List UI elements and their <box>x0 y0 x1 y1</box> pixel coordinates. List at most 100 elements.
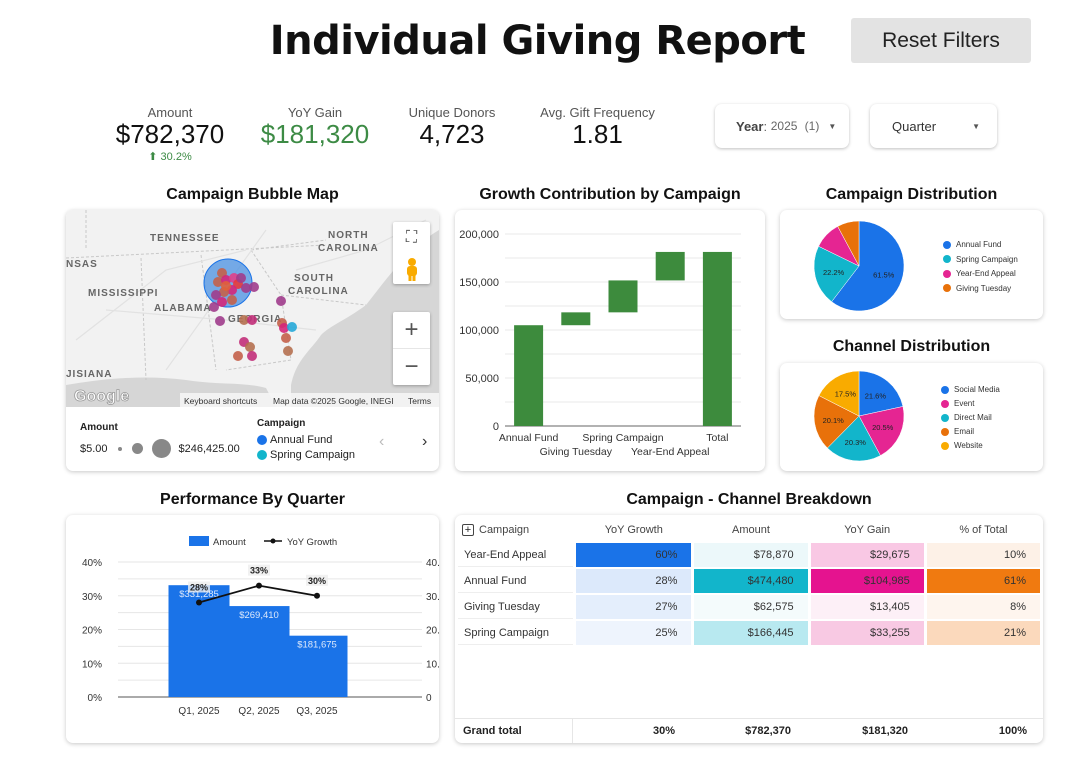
table-row[interactable]: Spring Campaign 25% $166,445 $33,255 21% <box>458 621 1040 645</box>
x-tick-label: Q1, 2025 <box>178 706 220 717</box>
cell-gain: $29,675 <box>810 543 924 567</box>
cell-gain: $33,255 <box>810 621 924 645</box>
year-filter[interactable]: Year: 2025 (1) ▼ <box>715 104 849 148</box>
legend-dot-icon <box>941 427 949 436</box>
bubble <box>221 281 231 291</box>
map-top-controls: ⛶ <box>393 222 430 284</box>
kpi-unique-donors: Unique Donors 4,723 <box>397 105 507 148</box>
quarter-filter[interactable]: Quarter ▼ <box>870 104 997 148</box>
table-row[interactable]: Year-End Appeal 60% $78,870 $29,675 10% <box>458 543 1040 567</box>
state-labels: TENNESSEE NORTH CAROLINA NSAS MISSISSIPP… <box>66 230 378 380</box>
channel-pie-card: 21.6% 20.5% 20.3% 20.1% 17.5% Social Media Ev… <box>780 363 1043 471</box>
waterfall-card: 0 50,000 100,000 150,000 200,000 Annual Fund G… <box>455 210 765 471</box>
keyboard-shortcuts-link[interactable]: Keyboard shortcuts <box>184 396 257 406</box>
column-header-label: Campaign <box>479 524 530 536</box>
legend-bar-swatch <box>189 536 209 546</box>
legend-label: Event <box>954 399 975 408</box>
table-header-row: + Campaign YoY Growth Amount YoY Gain % o… <box>458 519 1040 541</box>
bar-data-label: $331,285 <box>179 589 219 600</box>
legend-label: Annual Fund <box>270 433 333 446</box>
cell-amount: $166,445 <box>694 621 808 645</box>
bubble <box>245 342 255 352</box>
bubble <box>249 282 259 292</box>
map-title: Campaign Bubble Map <box>166 186 339 203</box>
pie-data-label: 17.5% <box>835 390 857 399</box>
cell-campaign: Year-End Appeal <box>458 543 574 567</box>
kpi-label: Amount <box>147 105 193 120</box>
state-label: CAROLINA <box>288 286 349 297</box>
map-data-attribution: Map data ©2025 Google, INEGI <box>273 396 394 406</box>
legend-item-annual-fund: Annual Fund <box>257 432 355 447</box>
waterfall-chart: 0 50,000 100,000 150,000 200,000 Annual Fund G… <box>459 229 741 458</box>
cell-growth: 60% <box>576 543 692 567</box>
kpi-avg-gift-frequency: Avg. Gift Frequency 1.81 <box>535 105 660 148</box>
fullscreen-icon[interactable]: ⛶ <box>405 228 418 246</box>
line-data-label: 33% <box>250 566 268 576</box>
zoom-out-icon[interactable]: − <box>404 352 419 380</box>
size-legend-max: $246,425.00 <box>178 442 240 455</box>
legend-next-icon[interactable]: › <box>422 433 428 450</box>
bubble <box>276 296 286 306</box>
bubble <box>236 273 246 283</box>
column-header-yoy-gain[interactable]: YoY Gain <box>844 524 891 536</box>
legend-label: Social Media <box>954 385 1000 394</box>
grand-total-growth: 30% <box>652 725 675 737</box>
reset-filters-button[interactable]: Reset Filters <box>851 18 1031 63</box>
size-legend-title: Amount <box>80 422 118 433</box>
bar-data-label: $269,410 <box>239 610 279 621</box>
y-right-tick-label: 30... <box>426 592 439 603</box>
column-header-yoy-growth[interactable]: YoY Growth <box>604 524 663 536</box>
grand-total-label: Grand total <box>455 719 573 743</box>
x-tick-label: Q3, 2025 <box>296 706 338 717</box>
quarter-filter-label: Quarter <box>892 118 937 134</box>
legend-dot-icon <box>941 399 949 408</box>
yoy-growth-point <box>314 592 320 599</box>
channel-pie-title: Channel Distribution <box>832 338 991 355</box>
expand-plus-icon[interactable]: + <box>462 524 474 536</box>
pie-slice <box>837 220 860 267</box>
column-header-amount[interactable]: Amount <box>732 524 770 536</box>
terms-link[interactable]: Terms <box>408 396 431 406</box>
legend-label: Spring Campaign <box>270 448 355 461</box>
legend-label: YoY Growth <box>287 537 337 548</box>
legend-dot-icon <box>943 269 951 278</box>
table-row[interactable]: Annual Fund 28% $474,480 $104,985 61% <box>458 569 1040 593</box>
table-row[interactable]: Giving Tuesday 27% $62,575 $13,405 8% <box>458 595 1040 619</box>
cell-amount: $78,870 <box>694 543 808 567</box>
year-filter-count: (1) <box>804 119 820 133</box>
legend-label: Giving Tuesday <box>956 283 1012 293</box>
waterfall-bar <box>655 251 685 281</box>
amount-bar <box>286 635 348 697</box>
size-small-icon <box>117 446 122 451</box>
pie-slice <box>813 245 860 303</box>
page-title: Individual Giving Report <box>269 18 806 64</box>
grand-total-pct: 100% <box>998 725 1027 737</box>
legend-item: Event <box>941 399 1000 408</box>
quarter-chart-card: Amount YoY Growth 0% 10% 20% 30% 40% 0 10... 20..… <box>66 515 439 743</box>
zoom-in-icon[interactable]: + <box>393 313 430 349</box>
campaign-pie-title: Campaign Distribution <box>825 186 998 203</box>
grand-total-amount: $782,370 <box>745 725 791 737</box>
street-view-pegman-icon[interactable] <box>405 253 419 284</box>
line-data-label: 30% <box>308 576 326 586</box>
y-tick-label: 100,000 <box>459 325 499 337</box>
bubble <box>215 316 225 326</box>
kpi-value: 4,723 <box>419 119 485 149</box>
yoy-growth-point <box>256 582 262 589</box>
pie-data-label: 20.1% <box>823 416 845 425</box>
breakdown-table-card: + Campaign YoY Growth Amount YoY Gain % o… <box>455 515 1043 743</box>
bubble-map-card: TENNESSEE NORTH CAROLINA NSAS MISSISSIPP… <box>66 210 439 471</box>
legend-prev-icon[interactable]: ‹ <box>379 433 385 450</box>
color-legend-title: Campaign <box>257 418 306 429</box>
kpi-label: Avg. Gift Frequency <box>540 105 655 120</box>
yoy-growth-point <box>196 599 202 606</box>
quarter-chart-title: Performance By Quarter <box>160 491 345 508</box>
column-header-campaign[interactable]: + Campaign <box>458 519 573 541</box>
waterfall-bar <box>702 251 732 426</box>
bubble <box>247 351 257 361</box>
map-canvas[interactable]: TENNESSEE NORTH CAROLINA NSAS MISSISSIPP… <box>66 210 439 407</box>
legend-label: Spring Campaign <box>956 254 1018 264</box>
pie-slice <box>858 406 905 456</box>
y-right-tick-label: 40... <box>426 558 439 569</box>
column-header-pct-total[interactable]: % of Total <box>959 524 1008 536</box>
